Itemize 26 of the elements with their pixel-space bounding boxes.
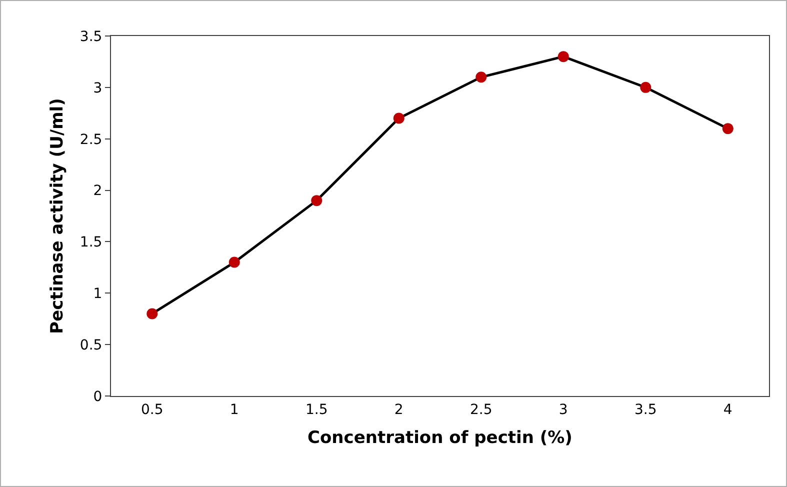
point <box>146 308 158 320</box>
point <box>393 112 404 124</box>
x-tick-label: 0.5 <box>140 402 164 418</box>
x-tick-label: 1.5 <box>305 402 328 418</box>
y-tick-label: 2.5 <box>80 132 102 148</box>
x-axis-title: Concentration of pectin (%) <box>308 428 572 448</box>
x-tick-label: 3 <box>558 402 568 418</box>
x-tick-label: 2 <box>394 402 404 418</box>
point <box>640 82 652 93</box>
y-axis-title: Pectinase activity (U/ml) <box>47 98 68 334</box>
y-tick-label: 1.5 <box>80 234 102 251</box>
point <box>722 123 734 134</box>
x-tick-label: 1 <box>230 402 239 418</box>
y-tick-label: 3.5 <box>80 28 102 45</box>
y-tick-label: 0.5 <box>80 337 102 354</box>
x-tick-label: 4 <box>723 402 732 418</box>
point <box>228 256 240 268</box>
x-tick-label: 3.5 <box>634 402 657 418</box>
y-tick-label: 3 <box>93 80 102 96</box>
x-tick-label: 2.5 <box>470 402 492 418</box>
point <box>476 72 487 83</box>
point <box>311 195 322 206</box>
y-tick-label: 0 <box>93 388 102 405</box>
y-tick-label: 1 <box>93 286 102 302</box>
y-tick-label: 2 <box>93 183 102 200</box>
point <box>558 51 569 62</box>
